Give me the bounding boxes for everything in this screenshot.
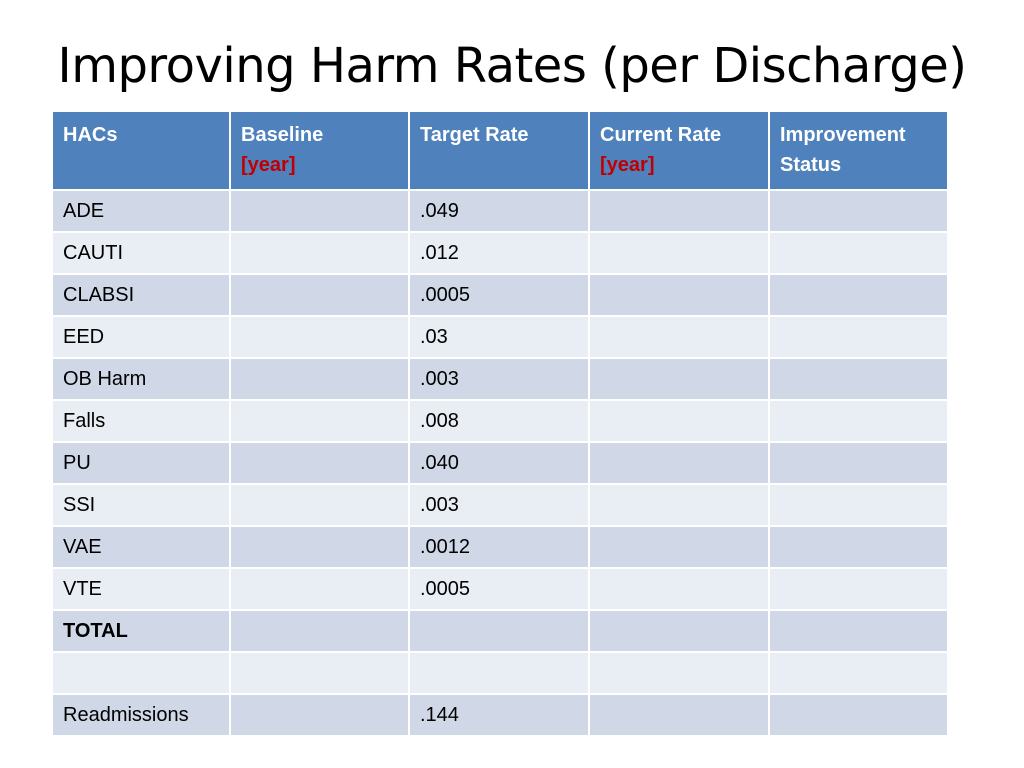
cell-target: .012 (408, 231, 590, 275)
cell-baseline (229, 399, 410, 443)
header-baseline: Baseline [year] (229, 110, 410, 191)
table-row: CAUTI .012 (51, 231, 949, 275)
cell-target: .049 (408, 189, 590, 233)
cell-hac: SSI (51, 483, 231, 527)
table-row-total: TOTAL (51, 609, 949, 653)
cell-hac: PU (51, 441, 231, 485)
cell-baseline (229, 567, 410, 611)
cell-hac (51, 651, 231, 695)
cell-current (588, 483, 770, 527)
table-header-row: HACs Baseline [year] Target Rate Current… (51, 110, 949, 191)
cell-status (768, 483, 949, 527)
table-row (51, 651, 949, 695)
cell-target: .040 (408, 441, 590, 485)
cell-target: .144 (408, 693, 590, 737)
cell-target: .003 (408, 483, 590, 527)
cell-current (588, 525, 770, 569)
header-current-year: [year] (600, 154, 655, 176)
header-improvement-status-label: Improvement Status (780, 124, 906, 176)
cell-current (588, 231, 770, 275)
cell-status (768, 567, 949, 611)
cell-current (588, 399, 770, 443)
cell-status (768, 399, 949, 443)
cell-current (588, 441, 770, 485)
cell-baseline (229, 315, 410, 359)
cell-status (768, 315, 949, 359)
header-hacs: HACs (51, 110, 231, 191)
cell-status (768, 357, 949, 401)
cell-status (768, 441, 949, 485)
cell-baseline (229, 189, 410, 233)
cell-current (588, 315, 770, 359)
cell-hac: CAUTI (51, 231, 231, 275)
cell-current (588, 357, 770, 401)
cell-hac: Readmissions (51, 693, 231, 737)
cell-status (768, 609, 949, 653)
header-target-rate: Target Rate (408, 110, 590, 191)
cell-status (768, 651, 949, 695)
cell-status (768, 189, 949, 233)
cell-baseline (229, 441, 410, 485)
table-row: ADE .049 (51, 189, 949, 233)
cell-baseline (229, 231, 410, 275)
table-row: Falls .008 (51, 399, 949, 443)
cell-current (588, 567, 770, 611)
cell-target: .003 (408, 357, 590, 401)
cell-hac: VAE (51, 525, 231, 569)
table-row: Readmissions .144 (51, 693, 949, 737)
cell-status (768, 273, 949, 317)
table-row: CLABSI .0005 (51, 273, 949, 317)
cell-hac: EED (51, 315, 231, 359)
table-row: VAE .0012 (51, 525, 949, 569)
table-row: SSI .003 (51, 483, 949, 527)
cell-hac: ADE (51, 189, 231, 233)
page-title: Improving Harm Rates (per Discharge) (57, 38, 967, 94)
header-current-rate: Current Rate [year] (588, 110, 770, 191)
cell-baseline (229, 357, 410, 401)
cell-baseline (229, 609, 410, 653)
cell-target: .008 (408, 399, 590, 443)
cell-baseline (229, 651, 410, 695)
cell-current (588, 651, 770, 695)
cell-status (768, 525, 949, 569)
table-row: EED .03 (51, 315, 949, 359)
cell-hac: TOTAL (51, 609, 231, 653)
cell-baseline (229, 525, 410, 569)
cell-target: .0005 (408, 567, 590, 611)
cell-target: .0005 (408, 273, 590, 317)
harm-rates-table: HACs Baseline [year] Target Rate Current… (51, 110, 949, 737)
header-improvement-status: Improvement Status (768, 110, 949, 191)
cell-status (768, 231, 949, 275)
cell-current (588, 189, 770, 233)
cell-target: .0012 (408, 525, 590, 569)
cell-hac: VTE (51, 567, 231, 611)
header-current-rate-label: Current Rate (600, 124, 722, 146)
cell-baseline (229, 693, 410, 737)
cell-current (588, 693, 770, 737)
cell-target (408, 609, 590, 653)
cell-hac: CLABSI (51, 273, 231, 317)
header-baseline-label: Baseline (241, 124, 324, 146)
cell-target (408, 651, 590, 695)
cell-target: .03 (408, 315, 590, 359)
header-target-rate-label: Target Rate (420, 124, 529, 146)
header-baseline-year: [year] (241, 154, 296, 176)
table-row: OB Harm .003 (51, 357, 949, 401)
cell-current (588, 609, 770, 653)
table-row: PU .040 (51, 441, 949, 485)
cell-hac: OB Harm (51, 357, 231, 401)
cell-hac: Falls (51, 399, 231, 443)
table-row: VTE .0005 (51, 567, 949, 611)
cell-baseline (229, 483, 410, 527)
header-hacs-label: HACs (63, 124, 118, 146)
cell-baseline (229, 273, 410, 317)
cell-status (768, 693, 949, 737)
cell-current (588, 273, 770, 317)
